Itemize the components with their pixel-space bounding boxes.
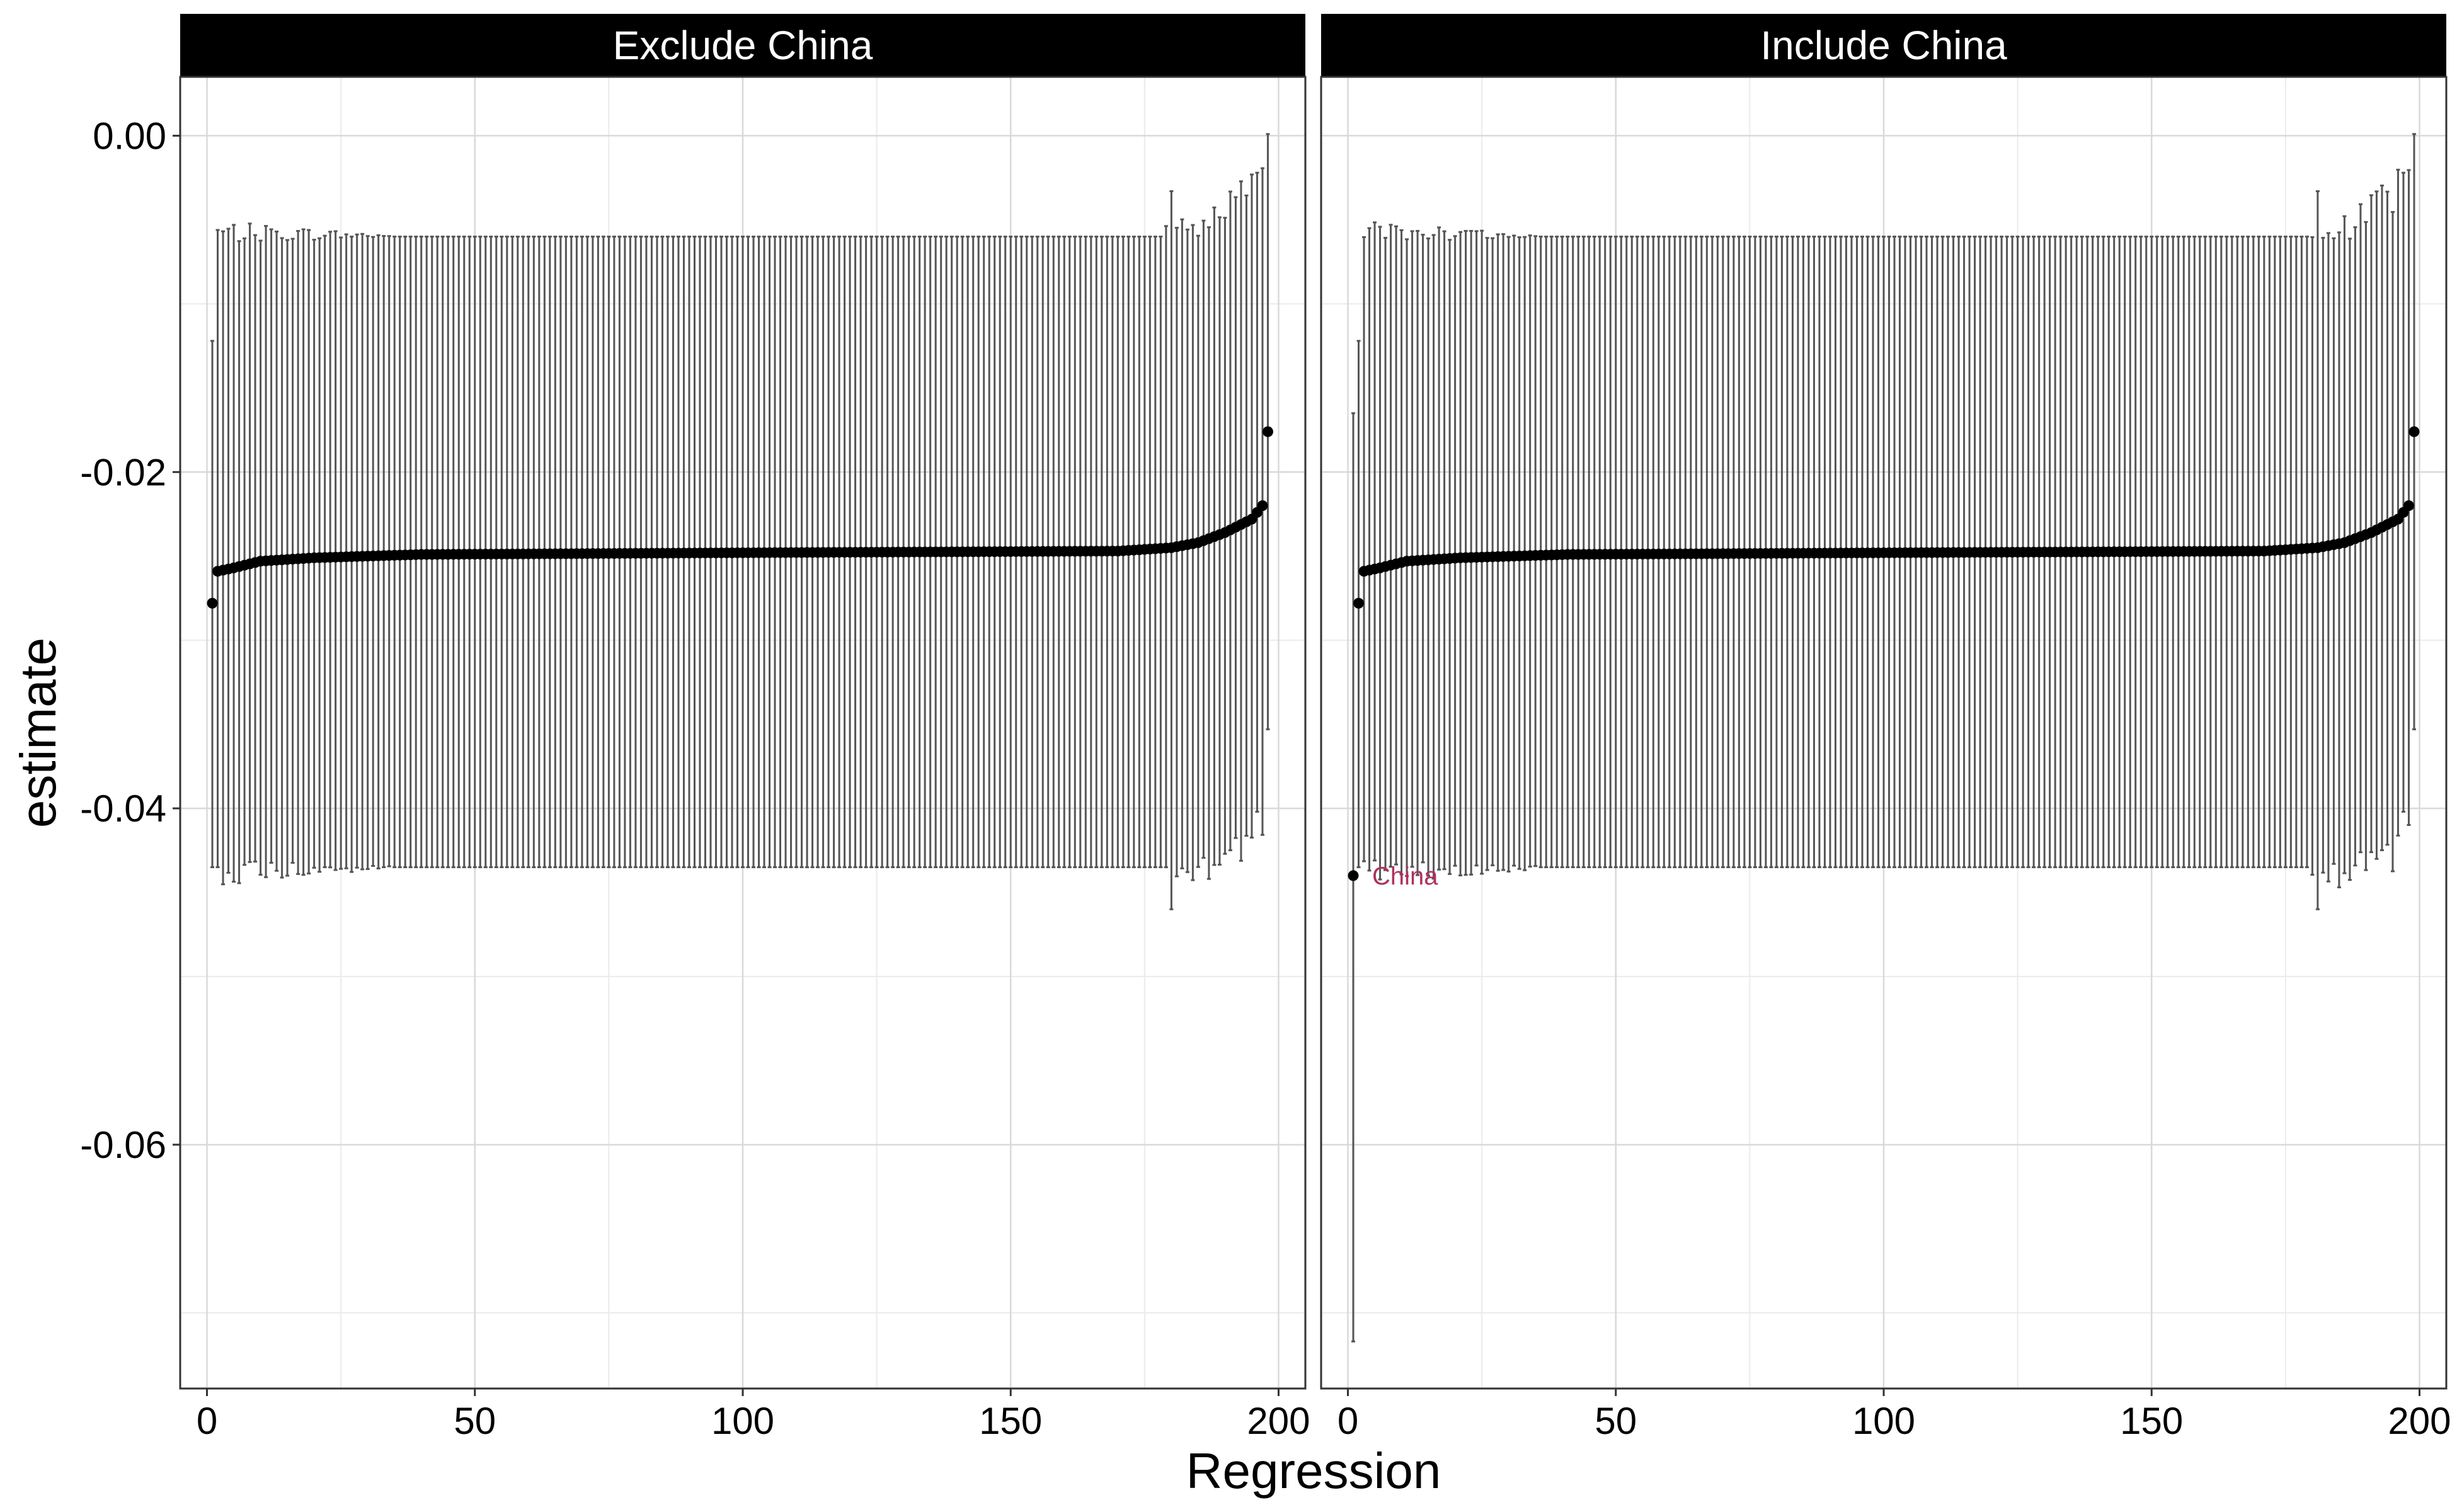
x-tick-label: 50 [1595,1400,1637,1442]
x-axis-include-china: 0 50 100 150 200 [1337,1389,2451,1442]
x-tick-label: 100 [711,1400,774,1442]
x-tick-label: 0 [197,1400,217,1442]
y-axis-title: estimate [10,638,66,828]
estimate-point [1353,597,1365,609]
y-tick-label: -0.04 [80,788,166,830]
panel-points [207,426,1273,609]
estimate-point [1348,870,1359,881]
panel-exclude-china: Exclude China [179,14,1307,1390]
x-tick-label: 150 [979,1400,1042,1442]
y-tick-label: -0.02 [80,451,166,493]
panel-strip-title: Include China [1760,23,2007,68]
x-tick-label: 100 [1852,1400,1915,1442]
y-axis: 0.00 -0.02 -0.04 -0.06 [80,115,180,1166]
estimate-point [2403,500,2414,512]
x-tick-label: 200 [1247,1400,1310,1442]
panel-annotations: China [1372,862,1438,890]
x-tick-label: 50 [454,1400,496,1442]
x-axis-title: Regression [1186,1443,1441,1499]
y-tick-label: 0.00 [93,115,166,157]
y-tick-label: -0.06 [80,1124,166,1166]
estimate-point [207,597,218,609]
estimate-point [2408,426,2420,437]
x-tick-label: 200 [2388,1400,2451,1442]
x-axis-exclude-china: 0 50 100 150 200 [197,1389,1310,1442]
panel-strip [1321,14,2446,77]
x-tick-label: 150 [2120,1400,2183,1442]
panel-strip-title: Exclude China [613,23,873,68]
annotation-label: China [1372,862,1438,890]
panel-strip [180,14,1305,77]
estimate-point [1257,500,1268,512]
panel-points [1348,426,2420,881]
estimate-point [1262,426,1273,437]
x-tick-label: 0 [1337,1400,1358,1442]
panel-include-china: Include China China [1320,14,2448,1390]
